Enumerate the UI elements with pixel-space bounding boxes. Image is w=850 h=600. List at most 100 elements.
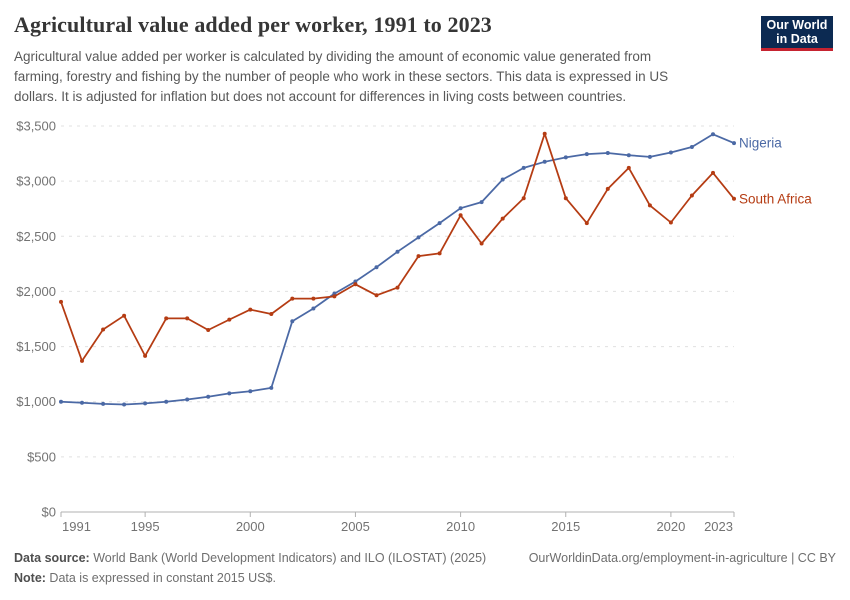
data-point[interactable] [248,389,253,394]
data-point[interactable] [374,293,379,298]
note-label: Note: [14,571,46,585]
data-point[interactable] [206,328,211,332]
data-point[interactable] [500,216,505,221]
data-point[interactable] [395,249,400,254]
x-tick-label: 2015 [551,519,580,534]
series-line-south-africa[interactable] [60,132,735,362]
data-point[interactable] [458,206,463,211]
data-point[interactable] [101,327,106,332]
data-point[interactable] [647,154,652,159]
subtitle-line: dollars. It is adjusted for inflation bu… [14,89,627,104]
data-point[interactable] [80,400,84,405]
data-point[interactable] [647,203,652,208]
y-tick-label: $3,000 [16,174,56,189]
data-point[interactable] [59,299,63,304]
data-point[interactable] [668,150,673,155]
data-point[interactable] [479,200,484,205]
data-point[interactable] [458,213,463,218]
data-point[interactable] [542,159,547,164]
subtitle-line: farming, forestry and fishing by the num… [14,69,669,84]
data-point[interactable] [59,399,63,404]
data-point[interactable] [290,296,295,301]
data-source-label: Data source: [14,551,90,565]
data-point[interactable] [164,316,169,321]
data-point[interactable] [248,307,253,312]
data-point[interactable] [395,285,400,290]
data-point[interactable] [605,186,610,191]
x-tick-label: 2005 [341,519,370,534]
series-label-nigeria[interactable]: Nigeria [739,136,782,151]
data-point[interactable] [732,196,736,201]
data-point[interactable] [227,317,232,322]
y-tick-label: $1,500 [16,339,56,354]
data-point[interactable] [122,313,127,318]
y-tick-label: $3,500 [16,119,56,134]
data-point[interactable] [542,131,547,136]
data-point[interactable] [353,279,358,284]
data-point[interactable] [185,316,190,321]
data-point[interactable] [332,291,337,296]
note: Note: Data is expressed in constant 2015… [14,571,276,585]
x-tick-label: 2010 [446,519,475,534]
data-point[interactable] [101,401,106,406]
data-point[interactable] [143,401,148,406]
data-point[interactable] [164,399,169,404]
data-point[interactable] [689,193,694,198]
data-point[interactable] [143,353,148,358]
data-point[interactable] [311,306,316,311]
data-point[interactable] [711,132,715,137]
data-point[interactable] [185,397,190,402]
data-point[interactable] [437,221,442,226]
data-point[interactable] [269,385,274,390]
chart-canvas[interactable]: $0 $500 $1,000 $1,500 $2,000 $2,500 $3,000 $3,5… [0,0,850,545]
data-point[interactable] [563,196,568,201]
data-point[interactable] [626,165,631,170]
owid-logo-text-line2: in Data [776,32,818,46]
chart-header: Agricultural value added per worker, 199… [14,12,750,107]
data-source: Data source: World Bank (World Developme… [14,548,486,568]
data-point[interactable] [563,155,568,160]
data-point[interactable] [374,265,379,270]
data-point[interactable] [80,358,84,363]
x-tick-label: 2020 [656,519,685,534]
data-point[interactable] [290,319,295,324]
data-point[interactable] [689,145,694,149]
data-point[interactable] [521,196,526,201]
data-point[interactable] [311,296,316,301]
data-point[interactable] [711,170,715,175]
series-label-south-africa[interactable]: South Africa [739,191,812,206]
data-point[interactable] [732,141,736,146]
data-point[interactable] [122,402,127,407]
data-point[interactable] [521,165,526,170]
y-tick-label: $0 [42,505,56,520]
data-point[interactable] [416,235,421,240]
x-tick-label: 1991 [62,519,91,534]
data-point[interactable] [437,251,442,256]
data-point[interactable] [479,241,484,246]
chart-footer: Data source: World Bank (World Developme… [14,548,836,588]
data-point[interactable] [353,282,358,287]
data-point[interactable] [584,221,589,226]
x-tick-label: 1995 [131,519,160,534]
data-point[interactable] [227,391,232,396]
y-tick-label: $1,000 [16,394,56,409]
x-tick-label: 2023 [704,519,733,534]
data-point[interactable] [668,220,673,225]
x-tick-label: 2000 [236,519,265,534]
data-point[interactable] [269,312,274,316]
y-tick-label: $500 [27,449,56,464]
y-tick-label: $2,500 [16,229,56,244]
data-point[interactable] [626,153,631,158]
data-point[interactable] [416,254,421,259]
data-source-text: World Bank (World Development Indicators… [89,551,487,565]
owid-logo[interactable]: Our World in Data [761,16,833,51]
data-point[interactable] [584,152,589,157]
canonical-url-link[interactable]: OurWorldinData.org/employment-in-agricul… [528,551,836,565]
data-point[interactable] [500,177,505,182]
note-text: Data is expressed in constant 2015 US$. [45,571,276,585]
data-point[interactable] [206,394,211,399]
data-point[interactable] [332,294,337,299]
y-tick-label: $2,000 [16,284,56,299]
data-point[interactable] [605,151,610,155]
